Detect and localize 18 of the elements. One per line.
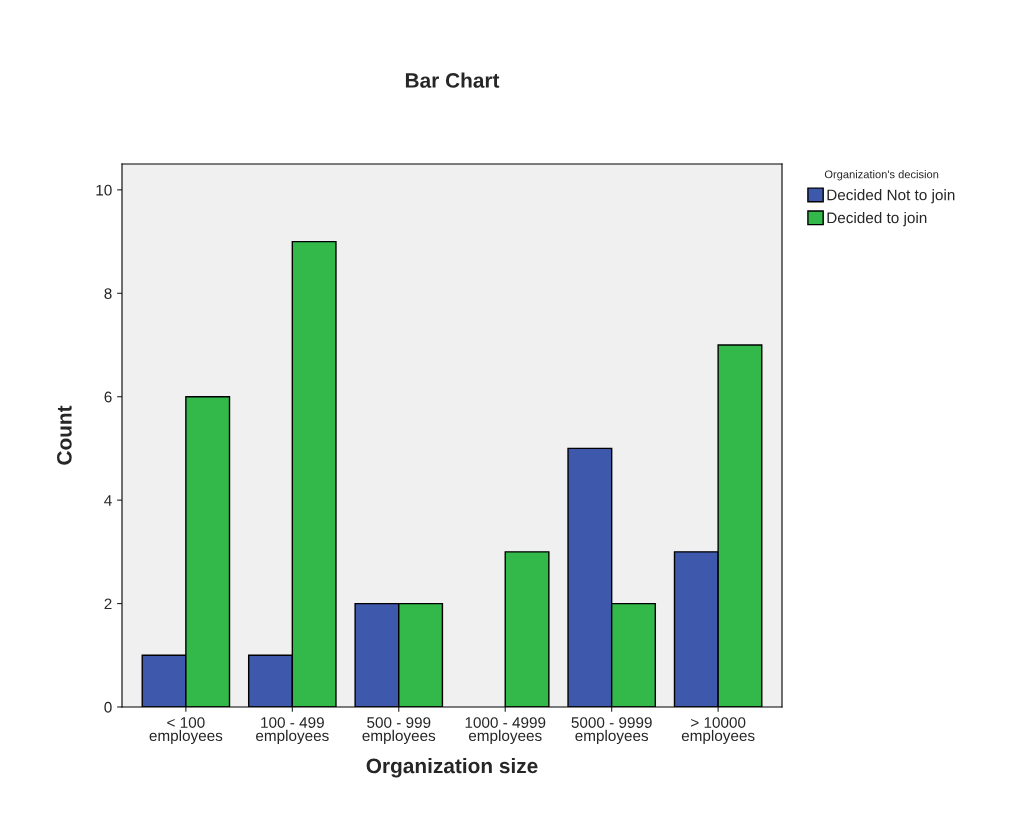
y-axis-title: Count [56, 405, 72, 465]
y-tick-label: 4 [104, 495, 112, 506]
y-tick-label: 6 [104, 391, 112, 403]
legend-title: Organization's decision [824, 170, 939, 181]
x-tick-label: 100 - 499 employees [256, 717, 329, 745]
y-tick-label: 10 [96, 184, 112, 196]
x-tick-label: < 100 employees [149, 717, 223, 745]
legend-label: Decided Not to join [827, 189, 955, 204]
chart-title: Bar Chart [405, 72, 500, 88]
x-tick-label: 500 - 999 employees [362, 717, 436, 745]
x-tick-label: 1000 - 4999 employees [465, 717, 546, 745]
legend-label: Decided to join [827, 211, 927, 227]
x-tick-label: > 10000 employees [681, 717, 755, 745]
x-axis-title: Organization size [366, 757, 538, 778]
y-tick-label: 8 [104, 288, 112, 299]
y-tick-label: 0 [104, 701, 112, 713]
x-tick-label: 5000 - 9999 employees [571, 717, 652, 745]
y-tick-label: 2 [104, 598, 112, 610]
